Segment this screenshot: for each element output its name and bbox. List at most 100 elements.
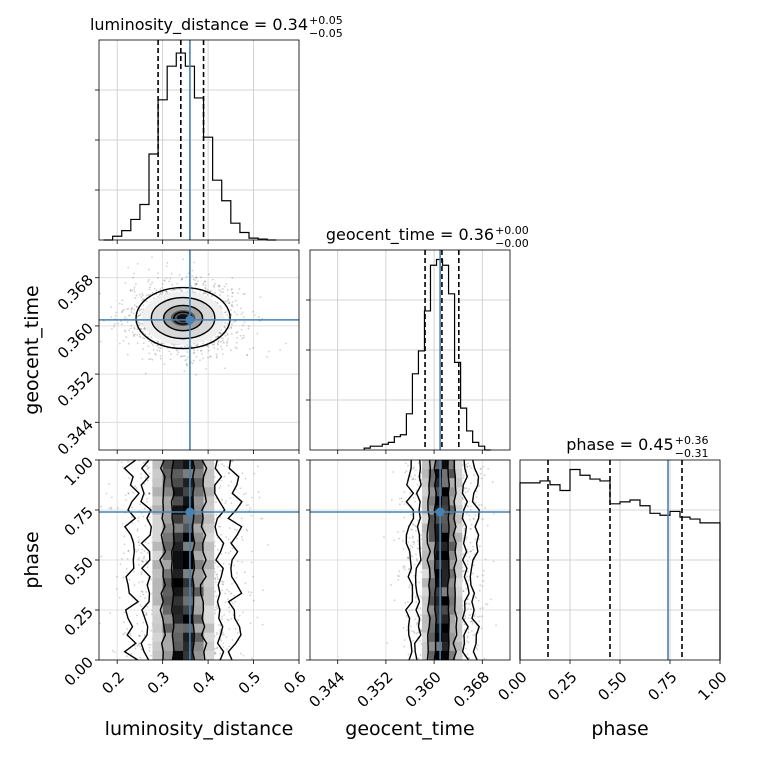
sample-point (206, 345, 209, 347)
sample-point (249, 507, 251, 509)
sample-point (231, 301, 234, 304)
sample-point (172, 344, 175, 346)
sample-point (406, 601, 409, 603)
sample-point (230, 327, 233, 330)
sample-point (127, 266, 130, 269)
sample-point (256, 616, 259, 619)
density-cell (183, 523, 194, 534)
sample-point (397, 578, 400, 581)
density-cell (172, 532, 184, 543)
sample-point (161, 283, 164, 286)
sample-point (383, 536, 385, 538)
sample-point (217, 335, 219, 338)
sample-point (218, 487, 221, 489)
sample-point (472, 572, 475, 575)
sample-point (165, 277, 168, 280)
sample-point (150, 578, 153, 581)
sample-point (231, 287, 233, 290)
sample-point (466, 465, 469, 468)
sample-point (116, 575, 118, 578)
sample-point (467, 505, 470, 508)
sample-point (233, 564, 236, 567)
sample-point (252, 347, 255, 349)
sample-point (144, 493, 146, 496)
sample-point (470, 467, 473, 470)
sample-point (150, 336, 153, 339)
sample-point (121, 557, 123, 560)
sample-point (238, 288, 241, 291)
sample-point (239, 307, 242, 310)
sample-point (216, 646, 219, 649)
sample-point (131, 289, 134, 292)
sample-point (487, 467, 490, 470)
sample-point (386, 642, 389, 644)
sample-point (259, 517, 262, 520)
sample-point (256, 465, 259, 468)
sample-point (468, 614, 471, 617)
sample-point (123, 611, 126, 614)
sample-point (238, 614, 241, 617)
sample-point (213, 476, 216, 478)
title-plus: +0.05 (309, 14, 343, 27)
density-cell (435, 478, 443, 488)
sample-point (136, 333, 139, 336)
density-cell (162, 641, 174, 652)
sample-point (477, 599, 480, 602)
sample-point (121, 465, 124, 468)
density-cell (448, 505, 456, 516)
sample-point (219, 294, 221, 296)
sample-point (150, 613, 153, 616)
sample-point (476, 648, 479, 651)
sample-point (137, 541, 140, 544)
hist-panel-geocent_time: geocent_time = 0.36 +0.00−0.00 (306, 224, 529, 454)
truth-marker (185, 507, 195, 517)
sample-point (235, 299, 237, 302)
sample-point (124, 632, 126, 635)
sample-point (227, 298, 230, 301)
sample-point (191, 269, 194, 272)
sample-point (134, 297, 137, 299)
sample-point (123, 308, 126, 311)
sample-point (215, 501, 217, 504)
sample-point (415, 601, 418, 604)
sample-point (147, 576, 150, 579)
sample-point (224, 502, 227, 505)
sample-point (138, 324, 141, 326)
contour (227, 460, 243, 660)
sample-point (139, 503, 141, 506)
sample-point (227, 484, 230, 487)
sample-point (221, 631, 224, 634)
sample-point (257, 491, 260, 494)
sample-point (419, 619, 422, 622)
sample-point (236, 336, 238, 339)
sample-point (411, 546, 414, 549)
density-cell (152, 596, 164, 606)
sample-point (111, 649, 114, 652)
density-cell (428, 550, 436, 561)
sample-point (213, 285, 216, 288)
density-cell (152, 487, 164, 497)
sample-point (132, 276, 134, 279)
sample-point (420, 614, 422, 616)
sample-point (155, 289, 158, 292)
density-cell (455, 596, 463, 606)
sample-point (135, 487, 138, 489)
density-cell (435, 614, 443, 625)
sample-point (390, 583, 393, 586)
sample-point (403, 639, 406, 641)
sample-point (415, 558, 418, 560)
sample-point (231, 277, 234, 280)
sample-point (209, 339, 212, 341)
sample-point (408, 586, 411, 589)
contour (199, 460, 208, 660)
sample-point (214, 609, 216, 611)
sample-point (145, 614, 148, 616)
sample-point (157, 346, 160, 349)
sample-point (138, 634, 140, 637)
sample-point (136, 644, 139, 647)
sample-point (493, 512, 495, 515)
sample-point (148, 650, 151, 653)
sample-point (133, 272, 136, 275)
sample-point (110, 506, 113, 509)
sample-point (181, 277, 184, 280)
